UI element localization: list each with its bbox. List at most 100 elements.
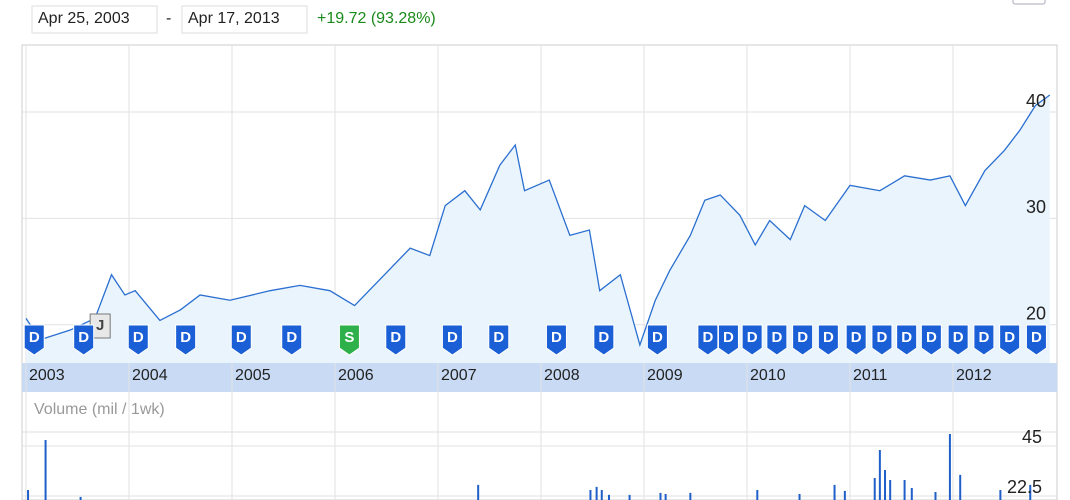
volume-bar — [664, 494, 667, 500]
event-flag-shape — [441, 324, 463, 356]
event-flag-label: D — [901, 329, 912, 346]
event-flag-shape — [646, 324, 668, 356]
event-flag: D — [73, 324, 95, 356]
event-flag-label: D — [133, 329, 144, 346]
event-flag-shape — [766, 324, 788, 356]
volume-bar — [948, 434, 951, 500]
volume-bar — [889, 480, 892, 500]
timeline-band — [22, 363, 1057, 392]
volume-bar — [999, 490, 1002, 500]
event-flag-label: D — [493, 329, 504, 346]
event-flag-label: D — [877, 329, 888, 346]
end-date-box[interactable] — [181, 5, 308, 34]
event-flag-shape — [545, 324, 567, 356]
event-flag-label: D — [180, 329, 191, 346]
event-flag-label: D — [823, 329, 834, 346]
x-tick-label: 2010 — [750, 367, 786, 384]
event-flag-shape — [127, 324, 149, 356]
x-tick-label: 2005 — [235, 367, 271, 384]
event-flag: S — [338, 324, 360, 356]
event-flag-shape — [23, 324, 45, 356]
volume-bar — [27, 490, 30, 500]
event-flag-shape — [973, 324, 995, 356]
event-flag-label: D — [702, 329, 713, 346]
volume-bar — [878, 450, 881, 500]
event-flag-shape — [73, 324, 95, 356]
volume-tick-label: 45 — [1022, 427, 1042, 447]
volume-bar — [910, 488, 913, 500]
event-flag-shape — [1025, 324, 1047, 356]
volume-bar — [843, 490, 846, 500]
start-date: Apr 25, 2003 — [38, 10, 130, 27]
event-flag: D — [1025, 324, 1047, 356]
x-tick-label: 2008 — [544, 367, 580, 384]
event-flag: D — [593, 324, 615, 356]
x-tick-label: 2004 — [132, 367, 168, 384]
event-flag-label: D — [953, 329, 964, 346]
volume-bar — [659, 492, 662, 500]
event-flag-label: D — [551, 329, 562, 346]
volume-bar — [798, 494, 801, 500]
event-flag-shape — [230, 324, 252, 356]
event-flag-label: D — [29, 329, 40, 346]
volume-bar — [959, 474, 962, 500]
volume-bar — [833, 484, 836, 500]
event-flag-shape — [281, 324, 303, 356]
x-tick-label: 2012 — [956, 367, 992, 384]
end-date: Apr 17, 2013 — [188, 10, 280, 27]
x-tick-label: 2006 — [338, 367, 374, 384]
event-flag-label: D — [390, 329, 401, 346]
corner-button[interactable] — [1012, 0, 1046, 5]
event-flag-shape — [896, 324, 918, 356]
event-flag-shape — [697, 324, 719, 356]
volume-bar — [873, 478, 876, 500]
event-flag-shape — [385, 324, 407, 356]
event-flag: D — [817, 324, 839, 356]
event-flag: D — [792, 324, 814, 356]
labels: 2003 2004 2005 2006 2007 2008 2009 2010 2011 2012… — [23, 91, 1047, 497]
event-flag: D — [896, 324, 918, 356]
event-flag-label: D — [747, 329, 758, 346]
event-flag-label: D — [978, 329, 989, 346]
event-flag-label: D — [1031, 329, 1042, 346]
y-tick-label: 20 — [1026, 303, 1046, 323]
event-flag: D — [281, 324, 303, 356]
event-flag-label: D — [286, 329, 297, 346]
start-date-box[interactable] — [31, 5, 158, 34]
event-flag-shape — [338, 324, 360, 356]
event-flag: D — [697, 324, 719, 356]
event-flag-shape — [175, 324, 197, 356]
event-flag: D — [741, 324, 763, 356]
volume-bar — [756, 490, 759, 500]
x-tick-label: 2009 — [647, 367, 683, 384]
chart-frame — [21, 44, 1058, 500]
event-flag: D — [127, 324, 149, 356]
volume-tick-label: 22.5 — [1007, 477, 1042, 497]
event-flag-label: D — [447, 329, 458, 346]
y-tick-label: 40 — [1026, 91, 1046, 111]
volume-bar — [589, 490, 592, 500]
y-tick-label: 30 — [1026, 197, 1046, 217]
price-change: +19.72 (93.28%) — [317, 10, 436, 27]
event-flag: D — [947, 324, 969, 356]
volume-plot — [27, 434, 1032, 500]
event-flag-shape — [792, 324, 814, 356]
event-flag: D — [385, 324, 407, 356]
event-flag-label: D — [598, 329, 609, 346]
volume-title: Volume (mil / 1wk) — [34, 401, 165, 418]
volume-bar — [903, 480, 906, 500]
event-flag: D — [545, 324, 567, 356]
volume-bar — [600, 490, 603, 500]
event-flag: D — [230, 324, 252, 356]
event-flag: D — [845, 324, 867, 356]
event-flag-shape — [845, 324, 867, 356]
date-separator: - — [166, 10, 171, 27]
event-flag-label: D — [236, 329, 247, 346]
x-tick-label: 2007 — [441, 367, 477, 384]
volume-bar — [79, 496, 82, 500]
event-flag: D — [920, 324, 942, 356]
event-flag-label: D — [851, 329, 862, 346]
volume-bar — [477, 484, 480, 500]
x-tick-label: 2011 — [853, 367, 888, 384]
